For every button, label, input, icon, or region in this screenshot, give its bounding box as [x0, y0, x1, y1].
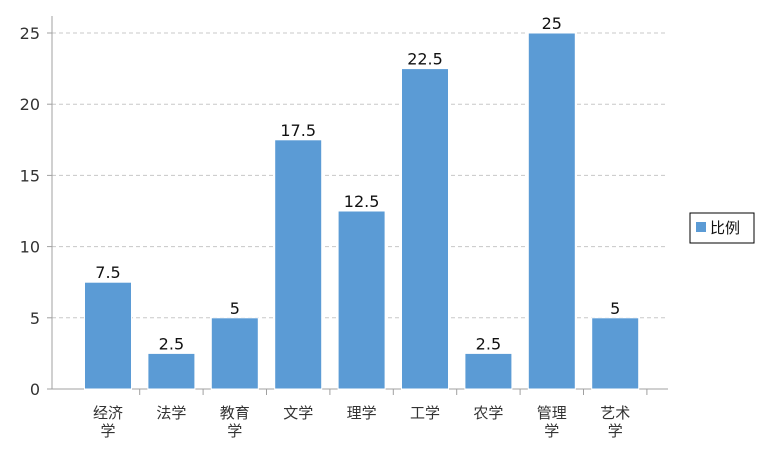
bar	[147, 352, 196, 390]
bar	[84, 281, 132, 390]
x-tick-label: 学	[608, 422, 623, 440]
bar	[464, 352, 513, 390]
data-label: 2.5	[159, 334, 184, 353]
y-tick-label: 0	[30, 380, 40, 399]
data-label: 2.5	[476, 334, 501, 353]
x-tick-label: 法学	[156, 404, 186, 422]
bar	[210, 317, 259, 390]
x-tick-label: 文学	[283, 404, 313, 422]
bar	[401, 68, 449, 390]
x-tick-label: 经济	[93, 404, 123, 422]
x-tick-label: 学	[227, 422, 242, 440]
x-tick-label: 教育	[220, 404, 250, 422]
y-tick-label: 25	[20, 24, 40, 43]
x-tick-label: 工学	[410, 404, 440, 422]
y-tick-label: 20	[20, 95, 40, 114]
data-label: 12.5	[344, 192, 380, 211]
data-label: 25	[542, 14, 562, 33]
data-label: 22.5	[407, 50, 443, 69]
bar	[591, 317, 640, 390]
bar	[527, 32, 576, 390]
x-tick-label: 艺术	[600, 404, 630, 422]
bar	[274, 139, 323, 390]
data-labels: 7.5 2.5 5 17.5 12.5 22.5 2.5 25 5	[95, 14, 620, 353]
y-tick-label: 10	[20, 238, 40, 257]
bar	[337, 210, 386, 390]
data-label: 17.5	[280, 121, 316, 140]
legend: 比例	[689, 212, 755, 244]
legend-label: 比例	[710, 219, 740, 237]
x-tick-label: 农学	[473, 404, 503, 422]
data-label: 5	[230, 299, 240, 318]
x-tick-label: 理学	[347, 404, 377, 422]
legend-swatch	[696, 222, 706, 232]
x-tick-label: 学	[544, 422, 559, 440]
x-tick-label: 学	[100, 422, 115, 440]
x-tick-label: 管理	[537, 404, 567, 422]
y-tick-label: 5	[30, 309, 40, 328]
data-label: 7.5	[95, 263, 120, 282]
data-label: 5	[610, 299, 620, 318]
bars	[84, 32, 640, 390]
y-tick-label: 15	[20, 166, 40, 185]
